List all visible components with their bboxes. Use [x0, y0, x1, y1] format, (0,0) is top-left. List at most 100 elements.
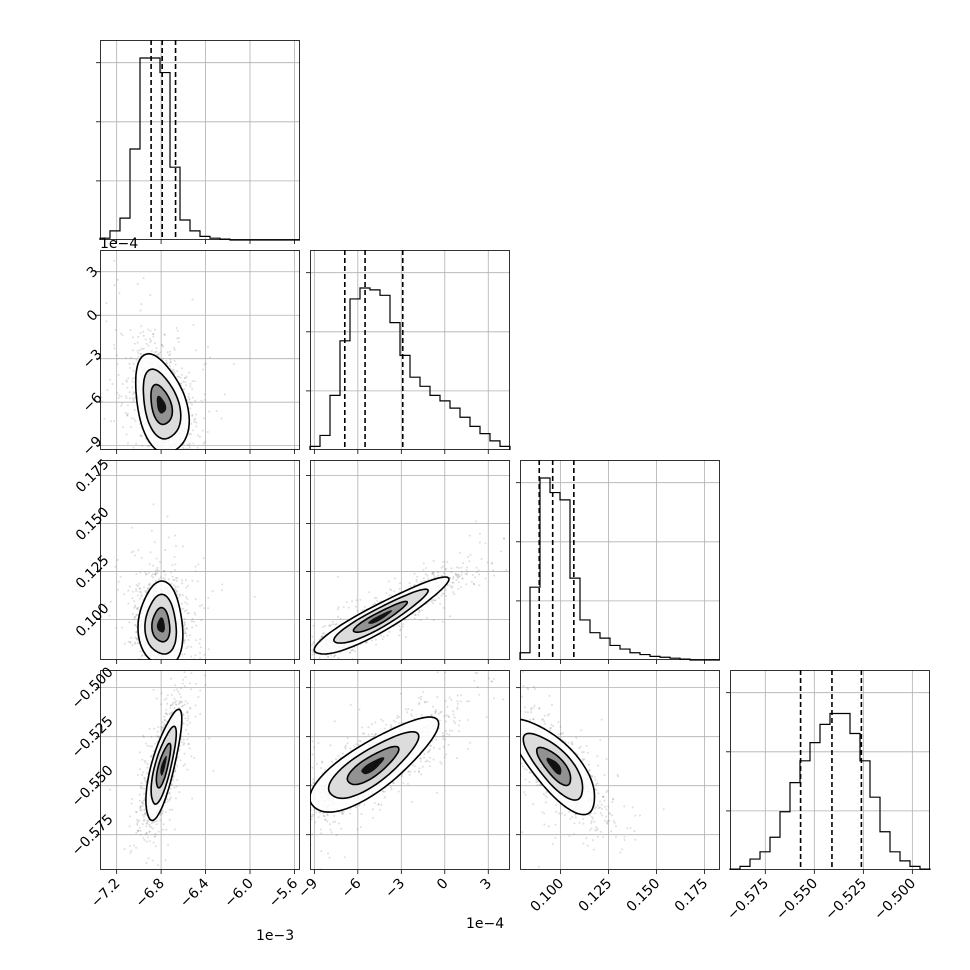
sample-point [457, 577, 460, 579]
sample-point [173, 786, 176, 789]
sample-point [298, 661, 300, 663]
sample-point [166, 800, 169, 803]
sample-point [147, 328, 150, 331]
sample-point [421, 609, 424, 612]
sample-point [138, 590, 141, 593]
sample-point [147, 455, 149, 457]
sample-point [124, 395, 127, 398]
sample-point [322, 632, 325, 635]
histogram-step [519, 477, 720, 661]
sample-point [164, 666, 166, 668]
sample-point [193, 418, 196, 421]
sample-point [184, 381, 187, 383]
sample-point [135, 573, 138, 576]
sample-point [380, 634, 382, 637]
sample-point [163, 457, 165, 459]
sample-point [169, 361, 171, 364]
sample-point [323, 659, 325, 660]
sample-point [175, 579, 178, 582]
sample-point [159, 351, 162, 354]
sample-point [147, 819, 150, 822]
sample-point [160, 344, 163, 347]
sample-point [173, 578, 176, 581]
density-peak [156, 395, 167, 414]
sample-point [146, 763, 149, 766]
sample-point [133, 664, 135, 666]
sample-point [169, 350, 171, 353]
sample-point [121, 383, 124, 385]
sample-point [399, 628, 402, 631]
sample-point [409, 585, 412, 588]
sample-point [336, 608, 339, 611]
sample-point [312, 642, 315, 645]
sample-point [135, 630, 138, 633]
sample-point [191, 413, 194, 416]
sample-point [128, 621, 131, 624]
sample-point [147, 571, 150, 574]
sample-point [512, 548, 514, 550]
sample-point [132, 446, 135, 449]
sample-point [173, 346, 176, 349]
sample-point [187, 638, 190, 641]
sample-point [354, 605, 357, 608]
sample-point [342, 606, 345, 608]
sample-point [441, 620, 444, 623]
sample-point [334, 654, 337, 656]
sample-point [176, 337, 179, 340]
sample-point [141, 454, 143, 456]
sample-point [204, 362, 207, 365]
sample-point [419, 619, 422, 622]
sample-point [137, 641, 140, 644]
sample-point [430, 600, 433, 603]
sample-point [134, 665, 136, 667]
sample-point [155, 663, 157, 665]
sample-point [199, 646, 202, 649]
sample-point [335, 623, 338, 625]
sample-point [505, 569, 508, 571]
sample-point [123, 642, 126, 645]
sample-point [208, 737, 211, 740]
sample-point [121, 626, 124, 629]
sample-point [132, 369, 135, 372]
sample-point [202, 557, 205, 560]
sample-point [177, 340, 180, 343]
sample-point [136, 642, 139, 645]
sample-point [457, 588, 460, 590]
sample-point [175, 785, 178, 788]
sample-point [140, 655, 143, 658]
sample-point [169, 712, 172, 714]
sample-point [189, 385, 192, 388]
sample-point [103, 603, 106, 606]
sample-point [149, 667, 151, 669]
sample-point [195, 639, 197, 642]
sample-point [125, 380, 128, 383]
sample-point [139, 571, 142, 574]
sample-point [356, 609, 359, 612]
sample-point [491, 562, 494, 565]
sample-point [156, 730, 159, 733]
sample-point [337, 606, 340, 609]
sample-point [169, 664, 171, 666]
sample-point [188, 393, 190, 395]
histogram-step [729, 712, 931, 870]
sample-point [404, 636, 407, 639]
sample-point [145, 573, 148, 576]
sample-point [116, 558, 119, 561]
sample-point [126, 412, 129, 415]
sample-point [173, 668, 175, 670]
sample-point [478, 584, 481, 587]
sample-point [139, 353, 142, 356]
sample-point [143, 664, 145, 666]
sample-point [170, 582, 173, 585]
sample-point [168, 798, 171, 800]
sample-point [426, 616, 428, 619]
sample-point [156, 566, 159, 569]
sample-point [133, 616, 136, 619]
sample-point [113, 259, 116, 262]
sample-point [330, 654, 333, 657]
sample-point [152, 576, 155, 579]
sample-point [162, 345, 165, 348]
sample-point [149, 664, 151, 666]
sample-point [466, 566, 468, 569]
sample-point [301, 649, 303, 651]
